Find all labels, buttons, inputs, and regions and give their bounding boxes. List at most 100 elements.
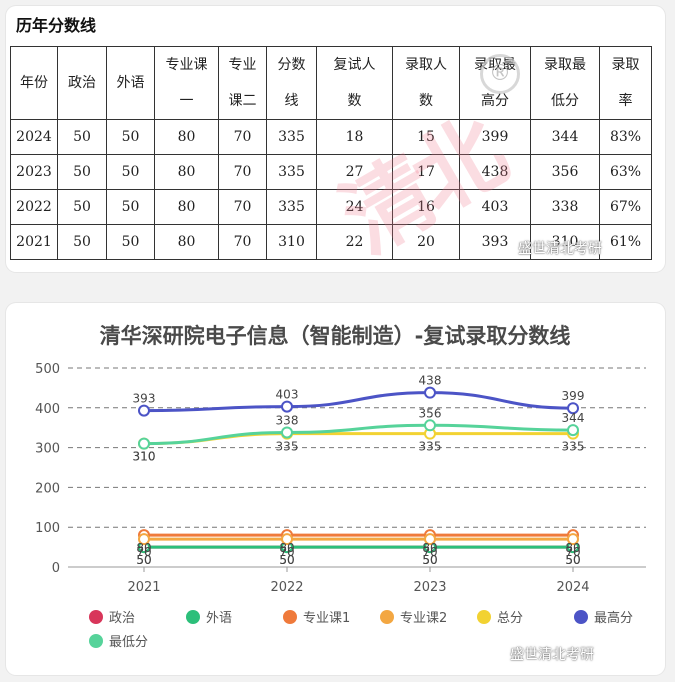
table-cell: 50 bbox=[106, 189, 155, 225]
legend-label: 专业课2 bbox=[400, 611, 447, 626]
header-text: 数 bbox=[419, 93, 433, 109]
header-text: 专业 bbox=[228, 57, 257, 73]
header-text: 分数 bbox=[277, 57, 306, 73]
x-tick-label: 2023 bbox=[413, 580, 446, 595]
table-header-cell: 分数线 bbox=[266, 46, 317, 120]
table-row: 2022 50 50 80 70 335 24 16 403 338 67% bbox=[10, 189, 652, 225]
score-table-card: 历年分数线 年份 政治 外语 专业课一专业 课二 分数线复试人数录取人数录取最 高分 录取最低… bbox=[6, 6, 665, 272]
data-point bbox=[424, 533, 436, 546]
table-cell: 438 bbox=[459, 154, 531, 190]
data-point bbox=[281, 533, 293, 546]
table-cell: 344 bbox=[530, 119, 600, 155]
header-text: 一 bbox=[179, 93, 194, 109]
table-header-cell: 专业课一 bbox=[154, 46, 219, 120]
header-text: 率 bbox=[618, 93, 633, 109]
header-text: 线 bbox=[284, 93, 299, 109]
data-label: 393 bbox=[133, 392, 156, 406]
header-text: 专业课 bbox=[165, 57, 208, 73]
y-tick-label: 300 bbox=[35, 442, 60, 457]
data-label: 50 bbox=[279, 553, 294, 567]
data-label: 335 bbox=[419, 440, 442, 454]
chart-card: 清华深研院电子信息（智能制造）-复试录取分数线 0 100 200 300 400 500 2… bbox=[6, 303, 665, 675]
table-row: 2023 50 50 80 70 335 27 17 438 356 63% bbox=[10, 154, 652, 190]
data-label: 50 bbox=[422, 553, 437, 567]
table-header-cell: 外语 bbox=[106, 46, 155, 120]
legend-marker bbox=[574, 610, 588, 624]
data-label: 335 bbox=[562, 440, 585, 454]
x-tick-label: 2024 bbox=[556, 580, 589, 595]
table-cell: 338 bbox=[530, 189, 600, 225]
x-tick-label: 2022 bbox=[270, 580, 303, 595]
legend-label: 最低分 bbox=[109, 635, 148, 650]
data-label: 70 bbox=[422, 545, 437, 559]
table-header-cell: 政治 bbox=[57, 46, 107, 120]
table-cell: 335 bbox=[266, 189, 317, 225]
legend-label: 专业课1 bbox=[303, 611, 350, 626]
watermark-logo: ® bbox=[480, 54, 520, 94]
table-cell: 50 bbox=[57, 154, 107, 190]
data-label: 438 bbox=[419, 374, 442, 388]
table-cell: 22 bbox=[316, 224, 393, 260]
table-cell: 20 bbox=[392, 224, 460, 260]
legend-marker bbox=[380, 610, 394, 624]
legend-marker bbox=[477, 610, 491, 624]
table-cell: 50 bbox=[106, 224, 155, 260]
y-tick-label: 100 bbox=[35, 521, 60, 536]
data-label: 310 bbox=[133, 450, 156, 464]
table-cell: 27 bbox=[316, 154, 393, 190]
table-cell: 70 bbox=[218, 224, 267, 260]
data-label: 70 bbox=[565, 545, 580, 559]
table-cell: 83% bbox=[599, 119, 652, 155]
data-point bbox=[567, 402, 579, 415]
legend-marker bbox=[89, 634, 103, 648]
table-cell: 17 bbox=[392, 154, 460, 190]
table-cell: 70 bbox=[218, 154, 267, 190]
header-text: 录取 bbox=[611, 57, 640, 73]
table-cell: 335 bbox=[266, 119, 317, 155]
data-point bbox=[424, 419, 436, 432]
data-label: 356 bbox=[419, 406, 442, 420]
legend-label: 最高分 bbox=[594, 610, 633, 626]
table-header-cell: 复试人数 bbox=[316, 46, 393, 120]
data-label: 403 bbox=[276, 388, 299, 402]
data-label: 80 bbox=[136, 541, 151, 555]
table-cell: 50 bbox=[57, 119, 107, 155]
table-header-row: 年份 政治 外语 专业课一专业 课二 分数线复试人数录取人数录取最 高分 录取最 低分 录取率 bbox=[10, 46, 652, 120]
legend-marker bbox=[89, 610, 103, 624]
table-cell: 2022 bbox=[10, 189, 58, 225]
table-cell: 80 bbox=[154, 189, 219, 225]
header-text: 录取最 bbox=[544, 57, 586, 73]
table-cell: 310 bbox=[530, 224, 600, 260]
header-text: 数 bbox=[347, 93, 362, 109]
data-point bbox=[567, 533, 579, 546]
header-text: 高分 bbox=[481, 93, 509, 109]
table-cell: 70 bbox=[218, 119, 267, 155]
x-tick-label: 2021 bbox=[127, 580, 160, 595]
table-cell: 2024 bbox=[10, 119, 58, 155]
header-text: 复试人 bbox=[333, 57, 376, 73]
line-chart: 清华深研院电子信息（智能制造）-复试录取分数线 0 100 200 300 400 500 2… bbox=[35, 324, 646, 650]
table-header-cell: 录取人数 bbox=[392, 46, 460, 120]
legend-label: 总分 bbox=[497, 611, 523, 626]
table-header-cell: 录取最 低分 bbox=[530, 46, 600, 120]
legend-label: 外语 bbox=[206, 611, 232, 626]
header-text: 低分 bbox=[551, 93, 579, 109]
legend-label: 政治 bbox=[109, 611, 135, 626]
table-cell: 2023 bbox=[10, 154, 58, 190]
data-label: 50 bbox=[565, 553, 580, 567]
y-tick-label: 200 bbox=[35, 481, 60, 496]
data-label: 338 bbox=[276, 413, 299, 427]
data-label: 50 bbox=[565, 553, 580, 567]
data-label: 50 bbox=[279, 553, 294, 567]
data-label: 344 bbox=[562, 411, 585, 425]
table-cell: 61% bbox=[599, 224, 652, 260]
table-row: 2024 50 50 80 70 335 18 15 399 344 83% bbox=[10, 119, 652, 155]
data-point bbox=[138, 437, 150, 450]
table-cell: 2021 bbox=[10, 224, 58, 260]
data-label: 80 bbox=[565, 541, 580, 555]
header-text: 外语 bbox=[116, 75, 145, 91]
y-tick-label: 0 bbox=[52, 561, 60, 576]
data-label: 335 bbox=[276, 440, 299, 454]
table-title: 历年分数线 bbox=[16, 16, 97, 35]
table-cell: 67% bbox=[599, 189, 652, 225]
